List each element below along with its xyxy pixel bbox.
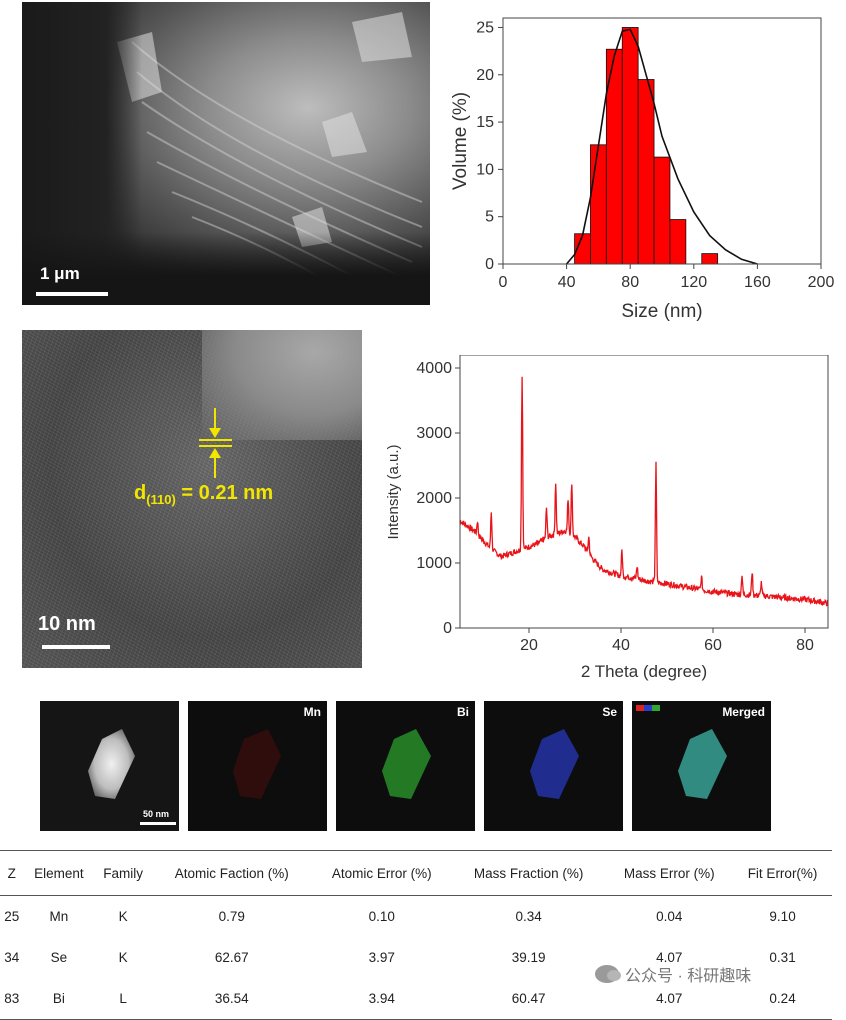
x-tick-label: 80 (621, 274, 639, 291)
map-label-bi: Bi (457, 705, 469, 719)
y-tick-label: 3000 (416, 425, 452, 442)
table-header-cell: Mass Fraction (%) (451, 850, 606, 896)
table-header-cell: Family (94, 850, 152, 896)
map-scale-label: 50 nm (143, 809, 170, 819)
table-cell: L (94, 978, 152, 1020)
table-cell: 9.10 (769, 909, 796, 924)
xrd-pattern-line (459, 376, 829, 607)
table-row: 34 Se K 62.67 3.97 39.19 4.07 0.31 (0, 937, 832, 978)
x-tick-label: 200 (808, 274, 835, 291)
y-tick-label: 0 (485, 256, 494, 273)
table-cell: K (118, 909, 128, 924)
table-cell: 60.47 (451, 978, 606, 1020)
plot-frame (459, 355, 829, 629)
fit-curve (565, 28, 758, 265)
sem-image: 1 μm (22, 2, 430, 305)
table-header-cell: Atomic Error (%) (311, 850, 452, 896)
se-map: Se (484, 701, 623, 831)
table-cell: 62.67 (214, 950, 249, 965)
y-tick-label: 5 (485, 209, 494, 226)
histogram-bar (701, 253, 719, 265)
bi-signal (382, 729, 431, 799)
sem-scale-label: 1 μm (40, 264, 80, 283)
merged-map: Merged (632, 701, 771, 831)
table-cell: K (118, 950, 128, 965)
table-cell: 0.10 (368, 909, 395, 924)
map-label-mn: Mn (303, 705, 321, 719)
merged-signal (636, 705, 727, 799)
eds-quantification-table: Z Element Family Atomic Faction (%) Atomic E… (0, 850, 832, 1020)
table-cell: 83 (0, 978, 24, 1020)
table-cell: 0.34 (515, 909, 542, 924)
y-axis-label: Intensity (a.u.) (385, 444, 402, 539)
x-tick-label: 40 (558, 274, 576, 291)
tem-scale-label: 10 nm (38, 613, 96, 635)
table-row: 25 Mn K 0.79 0.10 0.34 0.04 9.10 (0, 896, 832, 938)
histogram-bar (637, 79, 655, 265)
y-tick-label: 20 (476, 67, 494, 84)
histogram-bar (590, 144, 607, 265)
size-distribution-chart: 0 40 80 120 160 200 0 5 10 15 20 25 Size (nm) Volu… (450, 17, 835, 322)
wechat-icon (595, 965, 621, 983)
se-signal (530, 729, 579, 799)
d-spacing-label: d(110) = 0.21 nm (134, 482, 274, 507)
table-cell: 3.97 (368, 950, 395, 965)
x-tick-label: 120 (680, 274, 707, 291)
x-tick-label: 80 (796, 637, 814, 654)
xrd-chart: 20 40 60 80 0 1000 2000 3000 4000 2 Theta (degr… (385, 355, 829, 681)
lattice-markers (199, 408, 232, 478)
y-tick-label: 25 (476, 19, 494, 36)
plot-frame (502, 17, 822, 265)
map-label-merged: Merged (722, 705, 765, 719)
table-cell: 3.94 (311, 978, 452, 1020)
table-cell: Bi (23, 978, 95, 1020)
x-axis-label: 2 Theta (degree) (581, 662, 707, 681)
y-tick-label: 2000 (416, 490, 452, 507)
x-tick-label: 160 (744, 274, 771, 291)
table-cell: 0.79 (218, 909, 245, 924)
table-cell: 34 (4, 950, 20, 965)
table-header-row: Z Element Family Atomic Faction (%) Atomic E… (0, 850, 832, 896)
y-tick-label: 15 (476, 114, 494, 131)
table-header-cell: Element (23, 850, 95, 896)
y-axis-label: Volume (%) (450, 92, 471, 190)
histogram-bar (669, 219, 687, 265)
y-tick-label: 10 (476, 161, 494, 178)
table-header-cell: Atomic Faction (%) (151, 850, 312, 896)
y-tick-label: 4000 (416, 360, 452, 377)
x-axis-label: Size (nm) (621, 301, 702, 322)
watermark-text: 公众号 · 科研趣味 (625, 968, 752, 985)
table-cell: 4.07 (656, 950, 683, 965)
map-scale-bar (140, 822, 176, 825)
table-cell: Se (50, 950, 68, 965)
y-tick-label: 0 (443, 620, 452, 637)
tem-background (202, 330, 362, 440)
map-label-se: Se (602, 705, 617, 719)
haadf-image: 50 nm (40, 701, 179, 831)
watermark: 公众号 · 科研趣味 (595, 962, 751, 986)
bi-map: Bi (336, 701, 475, 831)
tem-scale-bar (42, 645, 110, 649)
table-cell: 39.19 (511, 950, 546, 965)
tem-image: d(110) = 0.21 nm 10 nm (22, 330, 362, 668)
x-tick-label: 0 (499, 274, 508, 291)
mn-signal (233, 729, 281, 799)
sem-scale-bar (36, 292, 108, 296)
particle-bright (88, 729, 135, 799)
table-header-cell: Z (0, 850, 24, 896)
y-tick-label: 1000 (416, 555, 452, 572)
table-cell: Mn (49, 909, 69, 924)
table-cell: 0.31 (769, 950, 796, 965)
histogram-bar (653, 156, 671, 265)
table-header-cell: Mass Error (%) (605, 850, 734, 896)
x-tick-label: 60 (704, 637, 722, 654)
table-cell: 36.54 (151, 978, 312, 1020)
table-header-cell: Fit Error(%) (733, 850, 832, 896)
mn-map: Mn (188, 701, 327, 831)
x-tick-label: 40 (612, 637, 630, 654)
x-tick-label: 20 (520, 637, 538, 654)
histogram-bar (621, 27, 639, 265)
table-cell: 0.04 (656, 909, 683, 924)
table-cell: 25 (4, 909, 20, 924)
